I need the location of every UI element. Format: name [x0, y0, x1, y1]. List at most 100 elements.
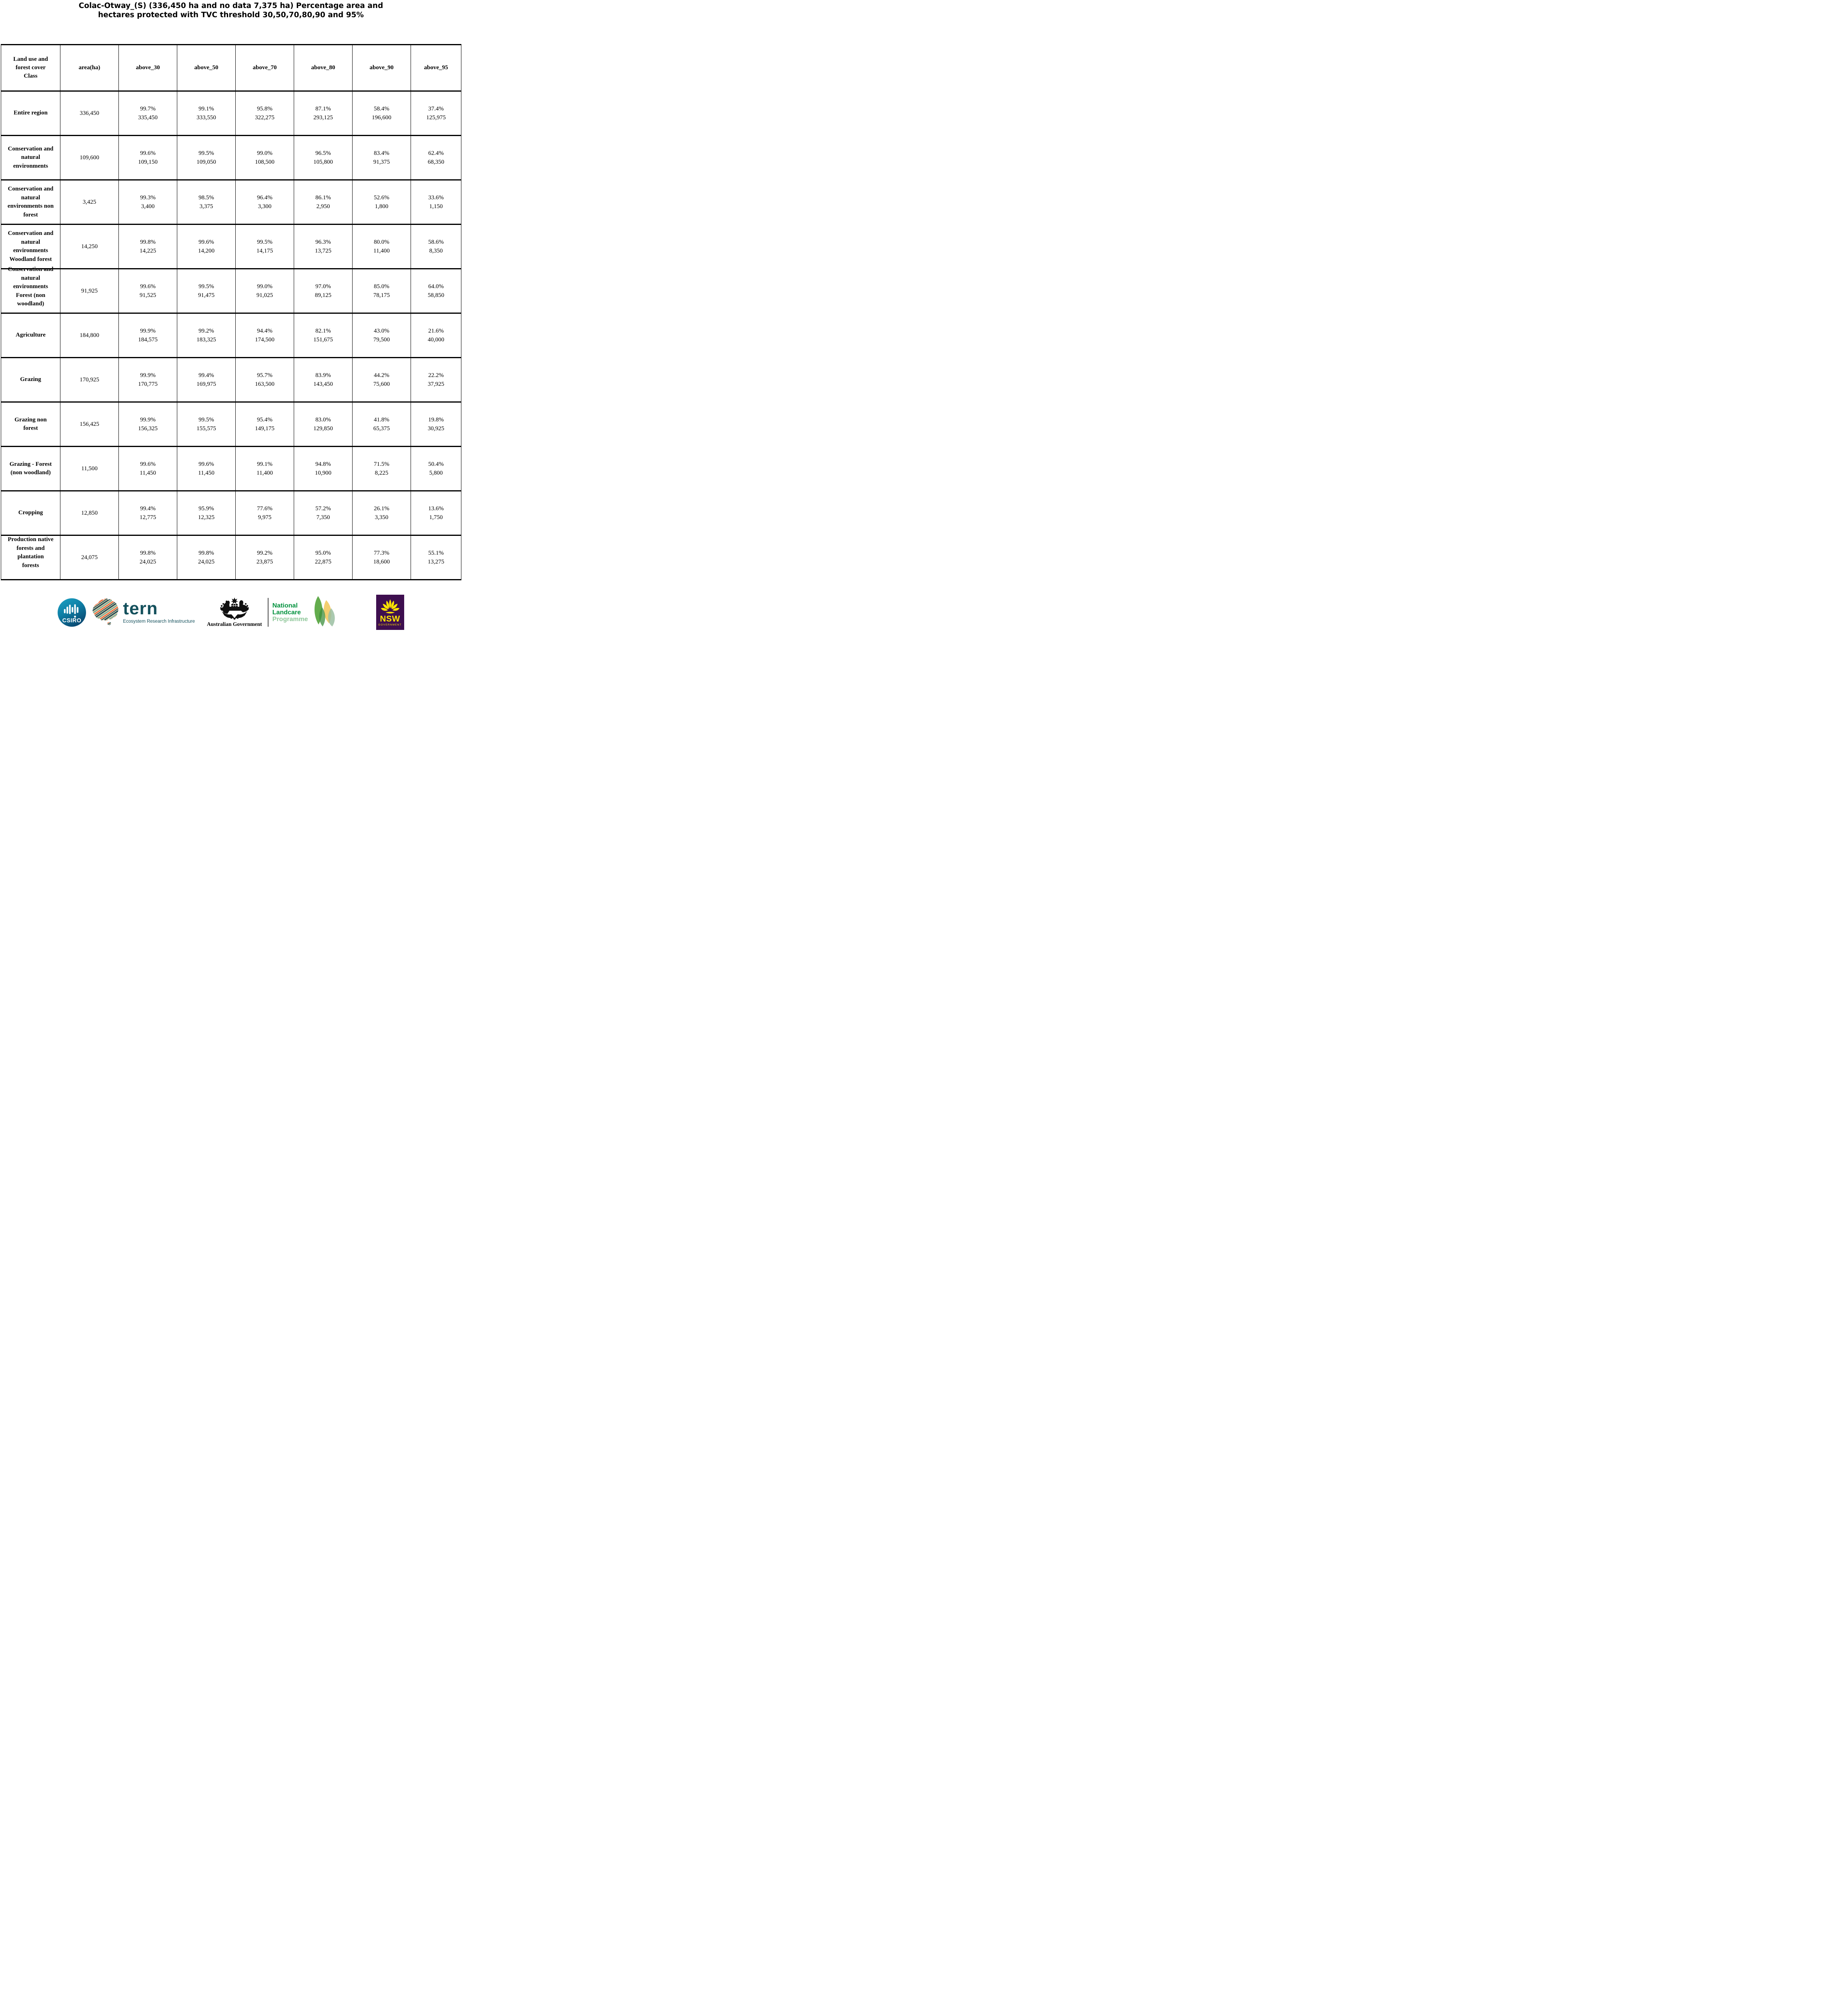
value-cell-above-95: 21.6% 40,000 — [411, 313, 461, 358]
csiro-logo-icon: CSIRO — [58, 598, 86, 627]
value-cell-above-50: 99.2% 183,325 — [177, 313, 236, 358]
value-cell-above-90: 43.0% 79,500 — [352, 313, 411, 358]
value-cell-above-30: 99.8% 14,225 — [118, 224, 177, 269]
value-cell-above-70: 99.1% 11,400 — [235, 446, 294, 491]
table-row: Conservation and natural environments Fo… — [1, 266, 461, 314]
col-header-above-95: above_95 — [411, 44, 461, 92]
value-cell-above-30: 99.9% 156,325 — [118, 401, 177, 447]
header-row: Land use and forest cover Class area(ha)… — [1, 44, 461, 92]
report-page: Colac-Otway_(S) (336,450 ha and no data … — [0, 0, 462, 632]
col-header-above-90: above_90 — [352, 44, 411, 92]
row-label: Conservation and natural environments — [1, 135, 60, 180]
col-header-above-30: above_30 — [118, 44, 177, 92]
row-label: Conservation and natural environments Wo… — [1, 224, 60, 269]
tern-map-icon — [92, 598, 119, 626]
value-cell-above-90: 52.6% 1,800 — [352, 179, 411, 225]
landcare-leaves-icon — [314, 596, 335, 627]
value-cell-above-80: 86.1% 2,950 — [294, 179, 353, 225]
value-cell-above-30: 99.6% 109,150 — [118, 135, 177, 180]
value-cell-above-95: 22.2% 37,925 — [411, 357, 461, 403]
nsw-government-logo: NSW GOVERNMENT — [376, 595, 404, 630]
col-header-area: area(ha) — [60, 44, 119, 92]
col-header-class: Land use and forest cover Class — [1, 44, 60, 92]
value-cell-above-90: 58.4% 196,600 — [352, 90, 411, 136]
table-row: Production native forests and plantation… — [1, 535, 461, 580]
area-cell: 14,250 — [60, 224, 119, 269]
area-cell: 170,925 — [60, 357, 119, 403]
value-cell-above-50: 95.9% 12,325 — [177, 490, 236, 536]
tvc-threshold-table: Land use and forest cover Class area(ha)… — [1, 44, 461, 580]
page-title: Colac-Otway_(S) (336,450 ha and no data … — [0, 0, 462, 20]
area-cell: 11,500 — [60, 446, 119, 491]
value-cell-above-95: 50.4% 5,800 — [411, 446, 461, 491]
value-cell-above-95: 19.8% 30,925 — [411, 401, 461, 447]
value-cell-above-90: 26.1% 3,350 — [352, 490, 411, 536]
value-cell-above-90: 83.4% 91,375 — [352, 135, 411, 180]
area-cell: 24,075 — [60, 535, 119, 580]
table-row: Conservation and natural environments no… — [1, 179, 461, 225]
area-cell: 184,800 — [60, 313, 119, 358]
value-cell-above-30: 99.4% 12,775 — [118, 490, 177, 536]
area-cell: 336,450 — [60, 90, 119, 136]
row-label: Cropping — [1, 490, 60, 536]
csiro-label: CSIRO — [62, 618, 82, 624]
value-cell-above-50: 99.1% 333,550 — [177, 90, 236, 136]
col-header-above-50: above_50 — [177, 44, 236, 92]
value-cell-above-70: 99.2% 23,875 — [235, 535, 294, 580]
area-cell: 91,925 — [60, 268, 119, 314]
value-cell-above-90: 77.3% 18,600 — [352, 535, 411, 580]
row-label: Conservation and natural environments Fo… — [1, 266, 60, 314]
value-cell-above-80: 97.0% 89,125 — [294, 268, 353, 314]
value-cell-above-95: 58.6% 8,350 — [411, 224, 461, 269]
value-cell-above-30: 99.8% 24,025 — [118, 535, 177, 580]
australian-government-logo: Australian Government — [207, 597, 262, 628]
table-row: Entire region 336,450 99.7% 335,450 99.1… — [1, 90, 461, 136]
area-cell: 12,850 — [60, 490, 119, 536]
value-cell-above-50: 99.8% 24,025 — [177, 535, 236, 580]
value-cell-above-80: 82.1% 151,675 — [294, 313, 353, 358]
value-cell-above-70: 99.0% 108,500 — [235, 135, 294, 180]
value-cell-above-80: 87.1% 293,125 — [294, 90, 353, 136]
value-cell-above-50: 98.5% 3,375 — [177, 179, 236, 225]
value-cell-above-70: 95.8% 322,275 — [235, 90, 294, 136]
value-cell-above-70: 94.4% 174,500 — [235, 313, 294, 358]
value-cell-above-95: 37.4% 125,975 — [411, 90, 461, 136]
value-cell-above-70: 95.4% 149,175 — [235, 401, 294, 447]
table-row: Conservation and natural environments Wo… — [1, 224, 461, 269]
value-cell-above-90: 41.8% 65,375 — [352, 401, 411, 447]
value-cell-above-80: 95.0% 22,875 — [294, 535, 353, 580]
nsw-waratah-icon — [381, 599, 399, 614]
row-label: Production native forests and plantation… — [1, 535, 60, 580]
row-label: Agriculture — [1, 313, 60, 358]
page-title-line2: hectares protected with TVC threshold 30… — [98, 11, 364, 19]
row-label: Conservation and natural environments no… — [1, 179, 60, 225]
value-cell-above-80: 94.8% 10,900 — [294, 446, 353, 491]
value-cell-above-70: 77.6% 9,975 — [235, 490, 294, 536]
page-title-line1: Colac-Otway_(S) (336,450 ha and no data … — [78, 2, 383, 10]
value-cell-above-90: 85.0% 78,175 — [352, 268, 411, 314]
table-row: Agriculture 184,800 99.9% 184,575 99.2% … — [1, 313, 461, 358]
australian-government-label: Australian Government — [207, 621, 262, 627]
nsw-government-label: GOVERNMENT — [378, 624, 402, 626]
value-cell-above-50: 99.5% 91,475 — [177, 268, 236, 314]
row-label: Grazing non forest — [1, 401, 60, 447]
value-cell-above-95: 33.6% 1,150 — [411, 179, 461, 225]
value-cell-above-95: 62.4% 68,350 — [411, 135, 461, 180]
nsw-label: NSW — [380, 614, 400, 624]
col-header-above-70: above_70 — [235, 44, 294, 92]
value-cell-above-30: 99.9% 184,575 — [118, 313, 177, 358]
table-row: Conservation and natural environments 10… — [1, 135, 461, 180]
value-cell-above-95: 13.6% 1,750 — [411, 490, 461, 536]
value-cell-above-80: 96.5% 105,800 — [294, 135, 353, 180]
table-row: Cropping 12,850 99.4% 12,775 95.9% 12,32… — [1, 490, 461, 536]
value-cell-above-70: 96.4% 3,300 — [235, 179, 294, 225]
value-cell-above-30: 99.3% 3,400 — [118, 179, 177, 225]
value-cell-above-30: 99.6% 11,450 — [118, 446, 177, 491]
area-cell: 156,425 — [60, 401, 119, 447]
value-cell-above-95: 55.1% 13,275 — [411, 535, 461, 580]
table-row: Grazing non forest 156,425 99.9% 156,325… — [1, 401, 461, 447]
landcare-label-landcare: Landcare — [272, 609, 301, 616]
table-row: Grazing 170,925 99.9% 170,775 99.4% 169,… — [1, 357, 461, 403]
footer-divider — [267, 598, 269, 627]
value-cell-above-50: 99.4% 169,975 — [177, 357, 236, 403]
